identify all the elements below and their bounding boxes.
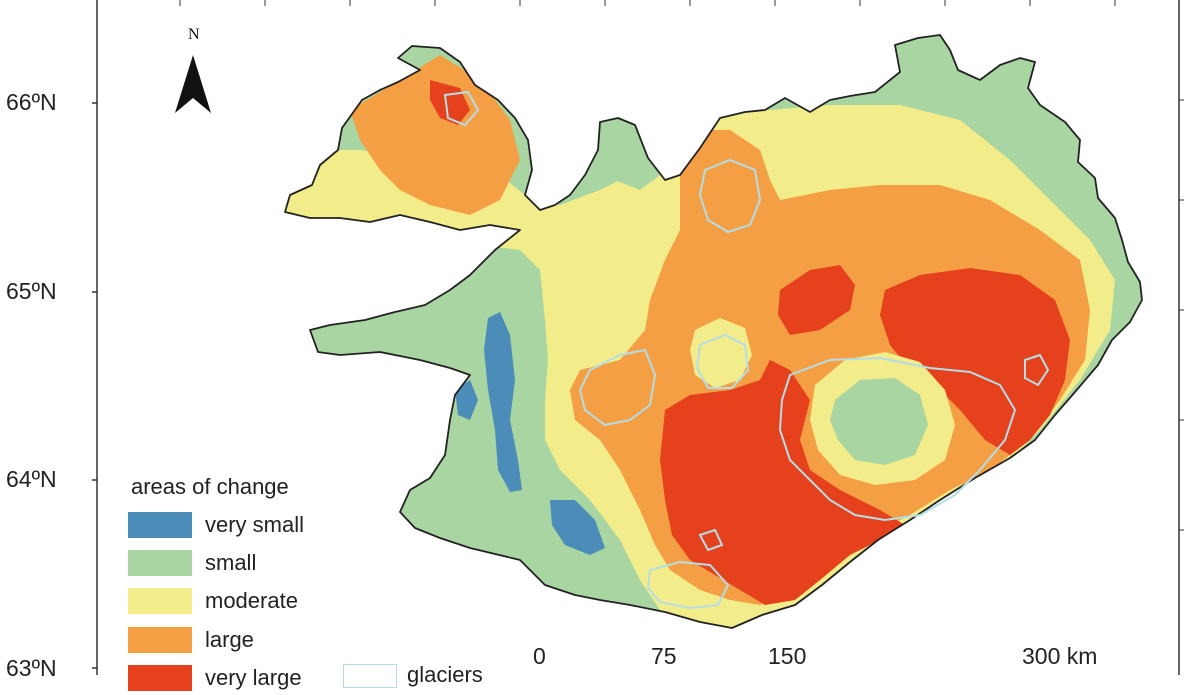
zone-moderate <box>690 318 752 388</box>
legend-label-very-small: very small <box>205 512 305 537</box>
legend-item-small: small <box>128 550 428 580</box>
legend-label-large: large <box>205 627 254 652</box>
zone-small <box>900 40 1095 190</box>
scale-label-150: 150 <box>768 643 807 669</box>
legend-swatch-small <box>128 550 192 576</box>
legend-swatch-very-large <box>128 665 192 691</box>
scale-label-300: 300 km <box>1022 643 1098 669</box>
legend-item-moderate: moderate <box>128 588 428 618</box>
legend-label-very-large: very large <box>205 665 302 690</box>
latitude-label-66: 66ºN <box>6 89 57 115</box>
zone-very-large <box>880 268 1070 455</box>
zone-very-small <box>550 500 605 555</box>
latitude-label-63: 63ºN <box>6 655 57 681</box>
legend-swatch-glaciers <box>343 664 397 688</box>
zone-very-large <box>430 80 470 125</box>
map-frame <box>96 0 1180 675</box>
legend-item-large: large <box>128 627 428 657</box>
north-arrow-label: N <box>188 26 200 43</box>
frame-ticks-right <box>1179 99 1184 531</box>
frame-ticks-top <box>179 0 1116 6</box>
legend-item-very-small: very small <box>128 512 428 542</box>
zone-very-small <box>455 380 478 420</box>
legend-label-small: small <box>205 550 257 575</box>
frame-ticks-left <box>92 102 97 669</box>
legend-swatch-very-small <box>128 512 192 538</box>
latitude-label-65: 65ºN <box>6 278 57 304</box>
zone-very-small <box>484 312 522 492</box>
zone-large <box>350 55 520 215</box>
map-canvas <box>92 0 1184 675</box>
legend-item-glaciers: glaciers <box>343 662 643 694</box>
north-arrow-icon <box>175 55 211 113</box>
zone-small <box>830 378 928 465</box>
scale-label-75: 75 <box>651 643 677 669</box>
legend-swatch-large <box>128 627 192 653</box>
legend-swatch-moderate <box>128 588 192 614</box>
latitude-label-64: 64ºN <box>6 466 57 492</box>
map-figure: 66ºN 65ºN 64ºN 63ºN N areas of change ve… <box>6 0 1184 691</box>
zone-small <box>600 125 660 190</box>
legend-label-moderate: moderate <box>205 588 298 613</box>
legend-title: areas of change <box>131 474 289 499</box>
legend-label-glaciers: glaciers <box>407 662 483 687</box>
scale-label-0: 0 <box>533 643 546 669</box>
zone-very-large <box>778 265 855 335</box>
iceland-landmass <box>284 34 1143 629</box>
glacier-outlines <box>443 90 1050 610</box>
